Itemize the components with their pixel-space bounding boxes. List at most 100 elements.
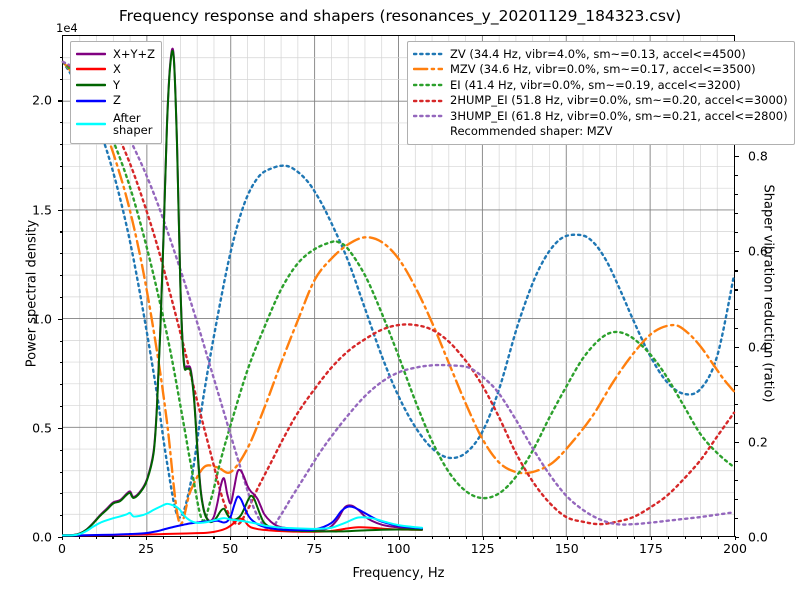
y-tick-mark-left-minor <box>59 122 62 124</box>
x-tick-mark <box>230 536 232 540</box>
y-tick-mark-right <box>735 346 739 348</box>
y-tick-mark-right <box>735 441 739 443</box>
y-tick-mark-right-minor <box>735 194 738 196</box>
legend-item[interactable]: Z <box>76 93 155 109</box>
y-tick-label-left: 2.0 <box>32 92 52 108</box>
y-tick-mark-left-minor <box>59 78 62 80</box>
x-tick-mark <box>398 536 400 540</box>
legend-line-sample <box>413 114 443 118</box>
legend-item[interactable]: Y <box>76 77 155 93</box>
legend-line-sample <box>76 122 106 126</box>
curve-2hump-ei <box>61 60 736 526</box>
x-tick-mark <box>482 536 484 540</box>
y-tick-mark-right <box>735 251 739 253</box>
y-axis-offset-label: 1e4 <box>56 21 78 35</box>
x-tick-mark-minor <box>533 536 535 539</box>
y-tick-mark-left-minor <box>59 275 62 277</box>
x-tick-mark-minor <box>516 536 518 539</box>
y-tick-mark-left-minor <box>59 515 62 517</box>
x-tick-mark-minor <box>129 536 131 539</box>
y-tick-label-right: 0.2 <box>748 434 768 450</box>
y-tick-mark-left-minor <box>59 187 62 189</box>
y-tick-mark-left-minor <box>59 56 62 58</box>
x-tick-label: 175 <box>638 541 663 556</box>
y-tick-mark-right <box>735 156 739 158</box>
legend-line-sample <box>76 99 106 102</box>
y-tick-mark-right-minor <box>735 270 738 272</box>
x-tick-mark <box>146 536 148 540</box>
y-tick-mark-right-minor <box>735 479 738 481</box>
y-tick-mark-right-minor <box>735 327 738 329</box>
y-tick-mark-right-minor <box>735 232 738 234</box>
x-tick-mark-minor <box>213 536 215 539</box>
x-axis-label: Frequency, Hz <box>352 566 445 581</box>
x-tick-label: 50 <box>222 541 239 556</box>
legend-item[interactable]: ZV (34.4 Hz, vibr=4.0%, sm~=0.13, accel<… <box>413 46 788 62</box>
y-tick-mark-right-minor <box>735 498 738 500</box>
x-tick-label: 125 <box>470 541 495 556</box>
y-tick-mark-left-minor <box>59 362 62 364</box>
x-tick-mark <box>314 536 316 540</box>
x-tick-mark-minor <box>432 536 434 539</box>
y-tick-mark-left-minor <box>59 231 62 233</box>
legend-item-label: EI (41.4 Hz, vibr=0.0%, sm~=0.19, accel<… <box>450 77 741 92</box>
x-tick-mark-minor <box>331 536 333 539</box>
x-tick-mark <box>62 536 64 540</box>
data-curves <box>61 47 736 537</box>
y-axis-label-right: Shaper vibration reduction (ratio) <box>760 184 776 403</box>
legend-line-sample <box>413 52 443 55</box>
y-tick-mark-right-minor <box>735 460 738 462</box>
legend-item[interactable]: EI (41.4 Hz, vibr=0.0%, sm~=0.19, accel<… <box>413 77 788 93</box>
y-tick-label-right: 0.6 <box>748 243 768 259</box>
x-tick-mark-minor <box>499 536 501 539</box>
x-tick-label: 25 <box>138 541 155 556</box>
y-tick-mark-left <box>58 209 62 211</box>
x-tick-label: 0 <box>58 541 66 556</box>
x-tick-mark-minor <box>617 536 619 539</box>
legend-item[interactable]: MZV (34.6 Hz, vibr=0.0%, sm~=0.17, accel… <box>413 62 788 78</box>
legend-item-label: After shaper <box>113 110 153 137</box>
curve-mzv <box>61 60 736 526</box>
y-tick-label-left: 1.5 <box>32 202 52 218</box>
x-tick-mark-minor <box>549 536 552 539</box>
y-tick-mark-right-minor <box>735 365 738 367</box>
y-tick-mark-right-minor <box>735 175 738 177</box>
y-tick-mark-left-minor <box>59 449 62 451</box>
x-tick-mark-minor <box>196 536 198 539</box>
x-tick-mark-minor <box>247 536 249 539</box>
curve-z <box>62 495 423 537</box>
y-tick-mark-left-minor <box>59 471 62 473</box>
legend-item[interactable]: X+Y+Z <box>76 46 155 62</box>
x-tick-mark <box>566 536 568 540</box>
y-tick-mark-left-minor <box>59 406 62 408</box>
y-tick-mark-left-minor <box>59 384 62 386</box>
x-tick-mark-minor <box>718 536 720 539</box>
legend-item[interactable]: X <box>76 62 155 78</box>
x-tick-mark-minor <box>583 536 585 539</box>
y-tick-mark-left-minor <box>59 493 62 495</box>
legend-item-label: Z <box>113 93 121 108</box>
legend-shapers: ZV (34.4 Hz, vibr=4.0%, sm~=0.13, accel<… <box>407 41 795 145</box>
x-tick-mark-minor <box>95 536 97 539</box>
legend-line-sample <box>413 99 443 102</box>
curve-after-shaper <box>62 502 423 537</box>
legend-item-label: Y <box>113 77 121 92</box>
y-tick-label-right: 0.4 <box>748 339 768 355</box>
y-tick-mark-right-minor <box>735 213 738 215</box>
x-tick-mark-minor <box>112 536 114 539</box>
x-tick-mark-minor <box>179 536 181 539</box>
x-tick-mark-minor <box>701 536 703 539</box>
x-tick-mark-minor <box>600 536 602 539</box>
legend-item[interactable]: 3HUMP_EI (61.8 Hz, vibr=0.0%, sm~=0.21, … <box>413 108 788 124</box>
x-tick-mark-minor <box>684 536 686 539</box>
x-tick-mark-minor <box>263 536 265 539</box>
legend-item-label: X+Y+Z <box>113 46 156 61</box>
y-tick-label-left: 1.0 <box>32 311 52 327</box>
y-tick-mark-left-minor <box>59 340 62 342</box>
legend-line-sample <box>76 83 106 87</box>
legend-item[interactable]: After shaper <box>76 108 155 139</box>
x-tick-mark <box>650 536 652 540</box>
legend-item-label: MZV (34.6 Hz, vibr=0.0%, sm~=0.17, accel… <box>450 62 756 77</box>
legend-item[interactable]: 2HUMP_EI (51.8 Hz, vibr=0.0%, sm~=0.20, … <box>413 93 788 109</box>
x-tick-label: 150 <box>554 541 579 556</box>
